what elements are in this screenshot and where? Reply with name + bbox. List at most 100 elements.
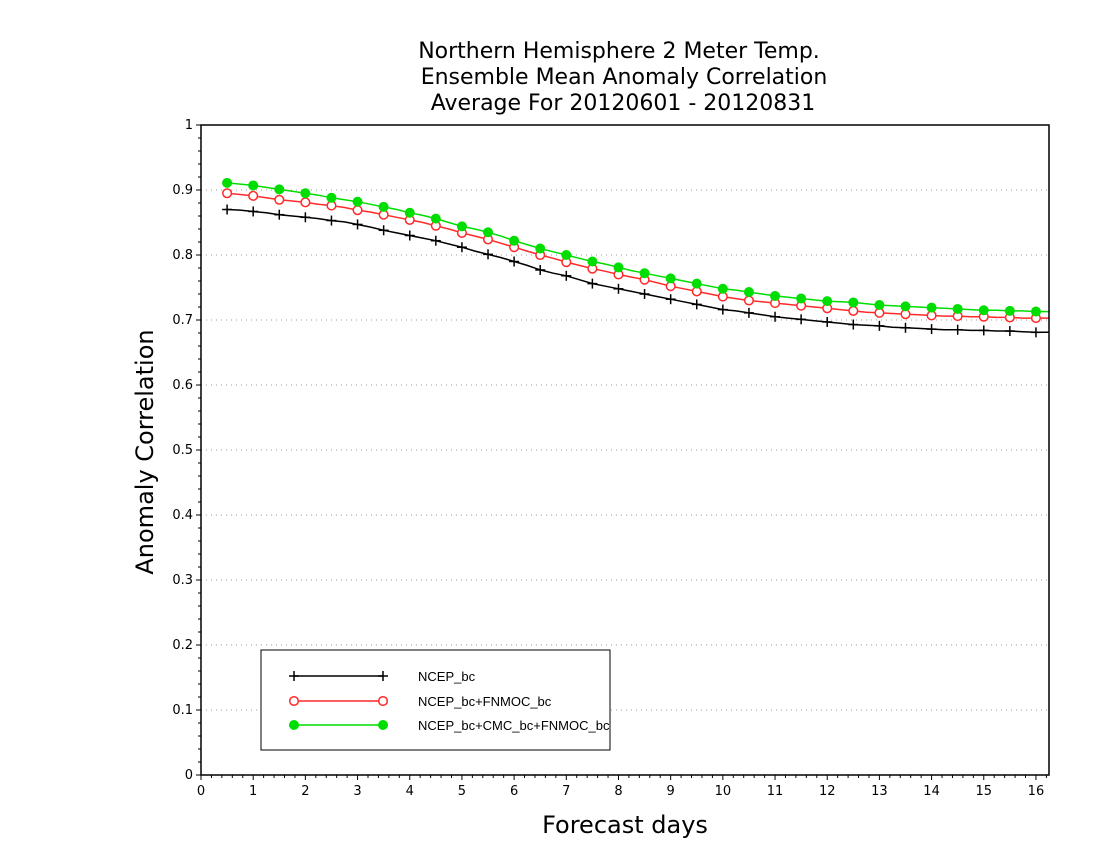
data-point (848, 297, 859, 308)
data-point (848, 305, 859, 316)
data-point (639, 289, 650, 299)
legend-entry: NCEP_bc (289, 669, 476, 684)
x-tick-label: 12 (819, 784, 836, 799)
data-point (535, 264, 546, 275)
data-point (248, 206, 259, 217)
data-point (952, 303, 963, 314)
legend-marker (288, 695, 300, 707)
data-point (1030, 306, 1041, 317)
data-point (613, 283, 624, 294)
legend-label: NCEP_bc+FNMOC_bc (418, 694, 552, 709)
data-point (378, 201, 389, 212)
legend-marker (289, 671, 299, 681)
data-point (326, 192, 337, 203)
y-tick-label: 0 (185, 768, 193, 783)
x-tick-label: 0 (197, 784, 205, 799)
data-point (430, 213, 441, 224)
data-point (822, 296, 833, 307)
x-tick-label: 2 (301, 784, 309, 799)
data-point (743, 307, 754, 318)
data-point (822, 316, 833, 327)
legend-box (260, 649, 611, 751)
data-point (274, 194, 285, 205)
data-point (926, 324, 937, 335)
data-point (743, 287, 754, 298)
x-tick-label: 11 (767, 784, 784, 799)
data-point (796, 314, 807, 325)
data-point (352, 196, 363, 207)
legend-marker (378, 720, 388, 730)
data-point (483, 227, 494, 238)
legend-entry: NCEP_bc+CMC_bc+FNMOC_bc (289, 718, 610, 733)
data-point (300, 197, 311, 208)
legend-entry: NCEP_bc+FNMOC_bc (288, 694, 552, 709)
data-point (404, 230, 415, 241)
data-point (665, 273, 676, 284)
chart-title-line-3: Average For 20120601 - 20120831 (431, 91, 816, 116)
data-point (352, 205, 363, 216)
data-point (378, 225, 389, 236)
series-2 (222, 188, 1049, 324)
data-point (561, 250, 572, 260)
legend-label: NCEP_bc (418, 669, 476, 684)
data-point (222, 188, 233, 199)
plot-frame (200, 124, 1050, 776)
y-axis-label: Anomaly Correlation (131, 329, 159, 574)
data-point (430, 235, 441, 246)
data-point (1030, 327, 1041, 338)
x-tick-label: 14 (923, 784, 940, 799)
legend: NCEP_bc NCEP_bc+FNMOC_bc NCEP_bc+CMC_bc+FN… (260, 649, 611, 751)
data-point (509, 235, 520, 246)
x-tick-label: 10 (715, 784, 732, 799)
data-point (248, 190, 259, 201)
data-point (222, 204, 233, 215)
data-point (1004, 326, 1015, 337)
data-point (404, 207, 415, 218)
x-tick-label: 6 (510, 784, 518, 799)
y-tick-label: 0.3 (172, 573, 193, 588)
x-tick-label: 7 (562, 784, 570, 799)
data-point (900, 322, 911, 333)
x-tick-label: 15 (975, 784, 992, 799)
chart-title-line-1: Northern Hemisphere 2 Meter Temp. (418, 39, 820, 64)
data-point (587, 278, 598, 289)
data-point (352, 219, 363, 230)
data-point (770, 290, 781, 301)
gridlines (201, 189, 1049, 711)
data-point (796, 293, 807, 304)
data-point (691, 278, 702, 289)
legend-marker (377, 695, 389, 707)
data-point (848, 319, 859, 330)
data-point (274, 184, 285, 195)
data-point (900, 301, 911, 312)
plot-area-series (222, 177, 1049, 338)
data-point (300, 212, 311, 223)
data-point (300, 188, 311, 199)
y-tick-label: 0.9 (172, 183, 193, 198)
chart-title-line-2: Ensemble Mean Anomaly Correlation (421, 65, 828, 90)
data-point (665, 294, 676, 305)
series-line (227, 182, 1049, 313)
data-point (456, 242, 467, 253)
legend-label: NCEP_bc+CMC_bc+FNMOC_bc (418, 718, 610, 733)
x-tick-label: 13 (871, 784, 888, 799)
series-line (227, 192, 1049, 319)
data-point (743, 295, 754, 306)
x-axis-label: Forecast days (542, 811, 708, 839)
data-point (326, 215, 337, 226)
y-tick-label: 0.6 (172, 378, 193, 393)
data-point (535, 243, 546, 254)
x-tick-label: 1 (249, 784, 257, 799)
y-tick-label: 0.7 (172, 313, 193, 328)
data-point (613, 262, 624, 273)
data-point (717, 304, 728, 315)
data-point (770, 311, 781, 322)
data-point (1004, 305, 1015, 316)
series-3 (222, 177, 1049, 317)
data-point (587, 256, 598, 267)
x-tick-label: 16 (1028, 784, 1045, 799)
data-point (874, 320, 885, 331)
y-tick-label: 0.5 (172, 443, 193, 458)
data-point (874, 300, 885, 311)
